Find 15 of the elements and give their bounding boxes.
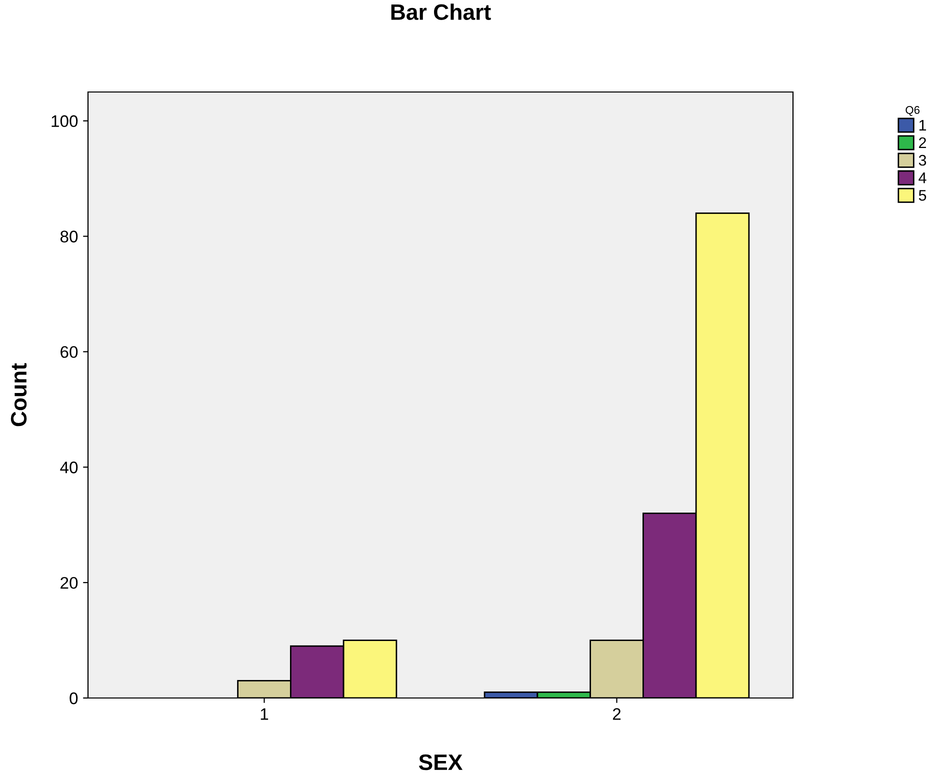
legend-label: 3 — [918, 154, 926, 166]
chart-title: Bar Chart — [391, 4, 491, 20]
legend-label: 2 — [919, 137, 926, 148]
y-tick-label: 100 — [52, 115, 78, 128]
y-tick-label: 0 — [70, 692, 78, 704]
y-tick-label: 20 — [60, 576, 78, 589]
y-tick-label: 60 — [60, 346, 78, 358]
x-axis-title: SEX — [418, 754, 463, 770]
y-tick-label: 40 — [60, 462, 78, 474]
legend-label: 1 — [919, 120, 926, 130]
legend-title: Q6 — [906, 106, 920, 116]
legend-label: 5 — [918, 190, 926, 201]
y-axis-title: Count — [10, 363, 27, 426]
legend-label: 4 — [918, 172, 926, 184]
y-tick-label: 80 — [60, 230, 78, 242]
